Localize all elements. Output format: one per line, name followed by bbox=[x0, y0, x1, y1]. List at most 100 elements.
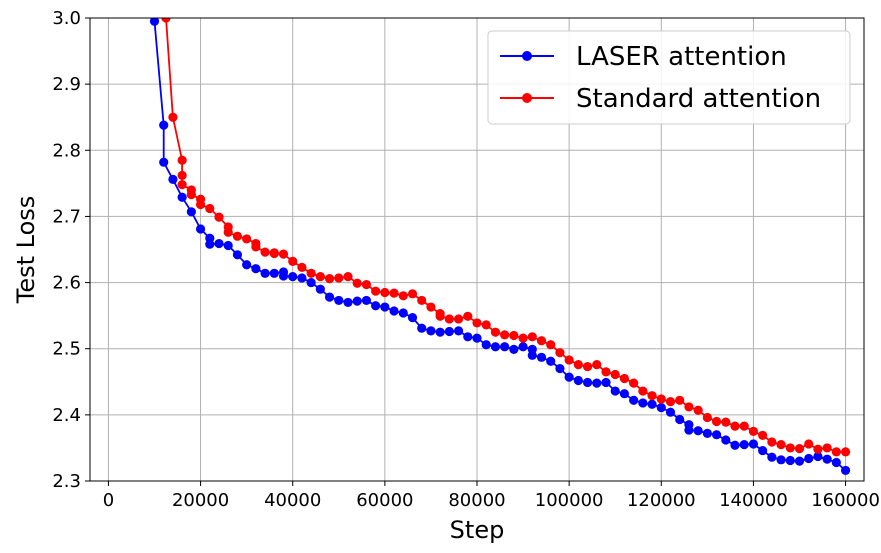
data-point bbox=[324, 292, 335, 302]
data-point bbox=[159, 157, 169, 167]
data-point bbox=[536, 336, 547, 346]
data-point bbox=[352, 296, 362, 306]
data-point bbox=[232, 250, 243, 260]
data-point bbox=[813, 451, 823, 462]
data-point bbox=[555, 363, 565, 374]
data-point bbox=[573, 375, 583, 386]
x-tick-label: 40000 bbox=[264, 490, 321, 511]
data-point bbox=[693, 405, 703, 415]
data-point bbox=[251, 264, 261, 274]
data-point bbox=[205, 203, 215, 214]
data-point bbox=[739, 440, 749, 450]
data-point bbox=[592, 359, 602, 370]
data-point bbox=[794, 456, 805, 466]
data-point bbox=[840, 465, 851, 476]
data-point bbox=[721, 435, 731, 445]
data-point bbox=[315, 272, 325, 282]
data-point bbox=[389, 306, 399, 316]
data-point bbox=[785, 443, 795, 453]
data-point bbox=[785, 455, 795, 466]
data-point bbox=[380, 287, 390, 298]
data-point bbox=[177, 192, 187, 202]
data-point bbox=[251, 242, 261, 252]
data-point bbox=[260, 268, 270, 278]
data-point bbox=[324, 274, 335, 284]
data-point bbox=[527, 332, 537, 342]
data-point bbox=[232, 231, 243, 241]
data-point bbox=[168, 112, 178, 122]
legend-marker bbox=[522, 51, 532, 61]
data-point bbox=[481, 340, 491, 350]
data-point bbox=[804, 439, 814, 449]
data-point bbox=[278, 249, 289, 259]
data-point bbox=[159, 120, 169, 130]
data-point bbox=[371, 286, 381, 296]
legend-marker bbox=[522, 93, 532, 103]
y-tick-label: 3.0 bbox=[52, 8, 81, 29]
data-point bbox=[693, 426, 703, 436]
data-point bbox=[205, 239, 215, 249]
data-point bbox=[306, 277, 316, 288]
data-point bbox=[297, 273, 307, 283]
data-point bbox=[601, 367, 611, 377]
data-point bbox=[426, 302, 436, 312]
data-point bbox=[702, 428, 712, 438]
legend-item: Standard attention bbox=[500, 84, 821, 114]
data-point bbox=[149, 18, 160, 26]
data-point bbox=[619, 389, 630, 399]
data-point bbox=[444, 314, 454, 324]
data-point bbox=[675, 395, 685, 405]
data-point bbox=[573, 359, 583, 370]
data-point bbox=[223, 227, 233, 237]
data-point bbox=[647, 391, 657, 401]
data-point bbox=[472, 333, 482, 343]
data-point bbox=[435, 311, 445, 321]
series-layer bbox=[149, 18, 851, 476]
data-point bbox=[444, 326, 454, 337]
data-point bbox=[656, 394, 666, 404]
data-point bbox=[334, 273, 344, 283]
data-point bbox=[610, 386, 620, 396]
x-tick-label: 120000 bbox=[627, 490, 696, 511]
data-point bbox=[343, 272, 353, 282]
data-point bbox=[168, 174, 178, 184]
data-point bbox=[315, 284, 325, 294]
data-point bbox=[536, 352, 547, 362]
data-point bbox=[361, 295, 372, 306]
data-point bbox=[758, 430, 768, 440]
data-point bbox=[453, 314, 464, 324]
data-point bbox=[426, 326, 436, 336]
legend-box bbox=[487, 30, 851, 125]
data-point bbox=[638, 386, 648, 396]
data-point bbox=[352, 278, 362, 288]
legend-label: LASER attention bbox=[576, 42, 787, 72]
data-point bbox=[546, 356, 556, 366]
data-point bbox=[767, 437, 777, 447]
y-tick-label: 2.9 bbox=[52, 74, 81, 95]
data-point bbox=[490, 342, 501, 352]
data-point bbox=[730, 421, 740, 431]
data-point bbox=[371, 301, 381, 311]
data-point bbox=[161, 18, 171, 23]
data-point bbox=[656, 402, 666, 413]
data-point bbox=[840, 447, 851, 457]
data-point bbox=[610, 369, 620, 380]
data-point bbox=[278, 271, 289, 281]
data-point bbox=[822, 443, 832, 453]
y-tick-label: 2.7 bbox=[52, 206, 81, 227]
data-point bbox=[665, 407, 676, 417]
data-point bbox=[500, 342, 510, 352]
data-point bbox=[684, 425, 694, 435]
data-point bbox=[518, 342, 528, 352]
data-point bbox=[601, 377, 611, 388]
x-tick-label: 0 bbox=[103, 490, 114, 511]
data-point bbox=[490, 327, 501, 337]
data-point bbox=[582, 361, 593, 372]
data-point bbox=[721, 417, 731, 427]
y-tick-label: 2.8 bbox=[52, 140, 81, 161]
legend-item: LASER attention bbox=[500, 42, 787, 72]
data-point bbox=[776, 455, 786, 465]
data-point bbox=[509, 344, 519, 354]
x-tick-label: 20000 bbox=[172, 490, 229, 511]
y-tick-label: 2.4 bbox=[52, 405, 81, 426]
